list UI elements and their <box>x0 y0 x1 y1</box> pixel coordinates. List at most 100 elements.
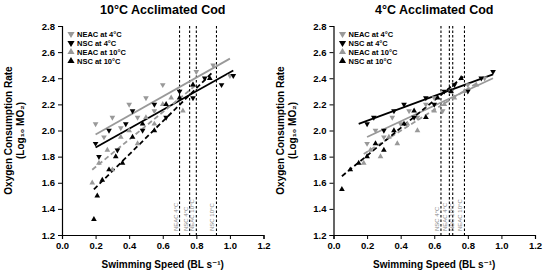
y-tick: 2.0 <box>42 125 62 136</box>
y-tick: 2.8 <box>313 21 333 32</box>
reference-label: NEAC 4°C <box>173 202 179 231</box>
legend-symbol <box>67 41 74 47</box>
y-tick-mark <box>58 183 62 184</box>
x-tick-label: 0.4 <box>395 240 409 251</box>
point <box>423 114 429 119</box>
x-tick: 0.0 <box>56 235 69 251</box>
fit-line <box>94 72 213 190</box>
reference-label: NEAC 10°C <box>457 199 463 231</box>
x-tick: 0.8 <box>462 235 475 251</box>
y-tick: 2.4 <box>42 73 62 84</box>
x-tick-mark <box>96 235 97 239</box>
y-tick: 2.6 <box>313 47 333 58</box>
point <box>115 148 121 153</box>
legend-symbol <box>339 57 346 63</box>
y-tick: 1.2 <box>42 230 62 241</box>
y-tick-mark <box>330 157 334 158</box>
plot-area <box>339 26 496 235</box>
point <box>394 140 400 145</box>
reference-label: NSC 4°C <box>183 206 189 231</box>
x-tick-mark <box>129 235 130 239</box>
reference-label: NSC 4°C <box>434 206 440 231</box>
point <box>101 135 107 140</box>
point <box>465 83 471 88</box>
panel: 10°C Acclimated Cod0.00.20.40.60.81.01.2… <box>3 3 271 270</box>
point <box>130 134 136 139</box>
point <box>106 129 112 134</box>
point <box>89 179 95 184</box>
x-axis-line <box>63 236 265 240</box>
point <box>135 140 141 145</box>
point <box>126 103 132 108</box>
reference-line <box>464 26 465 235</box>
y-tick: 2.6 <box>42 47 62 58</box>
point <box>190 81 196 86</box>
x-axis-title: Swimming Speed (BL s⁻¹) <box>102 259 224 270</box>
point <box>177 90 183 95</box>
x-tick: 1.2 <box>529 235 542 251</box>
y-axis: 1.21.41.61.82.02.22.42.62.8 <box>313 21 334 241</box>
x-tick: 0.4 <box>123 235 137 251</box>
point <box>364 153 370 158</box>
point <box>441 101 447 106</box>
y-tick: 1.8 <box>42 151 62 162</box>
y-tick-label: 1.8 <box>313 151 326 162</box>
point <box>202 77 208 82</box>
point <box>91 216 97 221</box>
y-tick-mark <box>330 131 334 132</box>
point <box>118 134 124 139</box>
y-tick-label: 2.4 <box>313 73 327 84</box>
point <box>391 127 397 132</box>
y-tick-mark <box>58 78 62 79</box>
x-tick: 1.2 <box>257 235 270 251</box>
legend-label: NSC at 4°C <box>349 39 389 48</box>
point <box>219 83 225 88</box>
x-tick-label: 1.0 <box>224 240 237 251</box>
y-axis-line <box>58 27 63 236</box>
reference-label: NSC 10°C <box>449 203 455 231</box>
point <box>113 153 119 158</box>
point <box>190 81 196 86</box>
y-tick-mark <box>58 26 62 27</box>
x-tick-mark <box>401 235 402 239</box>
point <box>391 109 397 114</box>
y-tick-label: 2.8 <box>313 21 326 32</box>
y-tick: 1.4 <box>313 203 333 214</box>
point <box>120 160 126 165</box>
y-tick: 1.4 <box>42 203 62 214</box>
point <box>126 127 132 132</box>
x-tick: 0.2 <box>361 235 374 251</box>
point <box>160 83 166 88</box>
y-tick: 2.8 <box>42 21 62 32</box>
legend-label: NEAC at 4°C <box>349 30 394 39</box>
point <box>177 90 183 95</box>
x-tick-label: 0.2 <box>89 240 102 251</box>
x-tick: 0.2 <box>89 235 102 251</box>
point <box>440 109 446 114</box>
fit-line <box>92 85 196 170</box>
point <box>130 109 136 114</box>
y-axis-title: (Log₁₀ MO₂) <box>287 102 298 159</box>
point <box>381 135 387 140</box>
point <box>364 142 370 147</box>
title: 10°C Acclimated Cod <box>100 3 225 17</box>
point <box>339 186 345 191</box>
point <box>458 75 464 80</box>
point <box>135 116 141 121</box>
y-tick-mark <box>58 131 62 132</box>
legend-symbol <box>339 41 346 47</box>
x-tick-label: 0.6 <box>157 240 170 251</box>
y-tick-label: 1.4 <box>313 203 327 214</box>
point <box>152 121 158 126</box>
point <box>140 129 146 134</box>
x-tick-mark <box>434 235 435 239</box>
x-tick-label: 0.6 <box>428 240 441 251</box>
point <box>423 103 429 108</box>
point <box>118 126 124 131</box>
y-tick: 2.0 <box>313 125 333 136</box>
reference-line <box>440 26 441 235</box>
point <box>411 108 417 113</box>
y-axis-title: Oxygen Consumption Rate <box>3 66 14 195</box>
point <box>386 134 392 139</box>
y-tick: 2.4 <box>313 73 333 84</box>
